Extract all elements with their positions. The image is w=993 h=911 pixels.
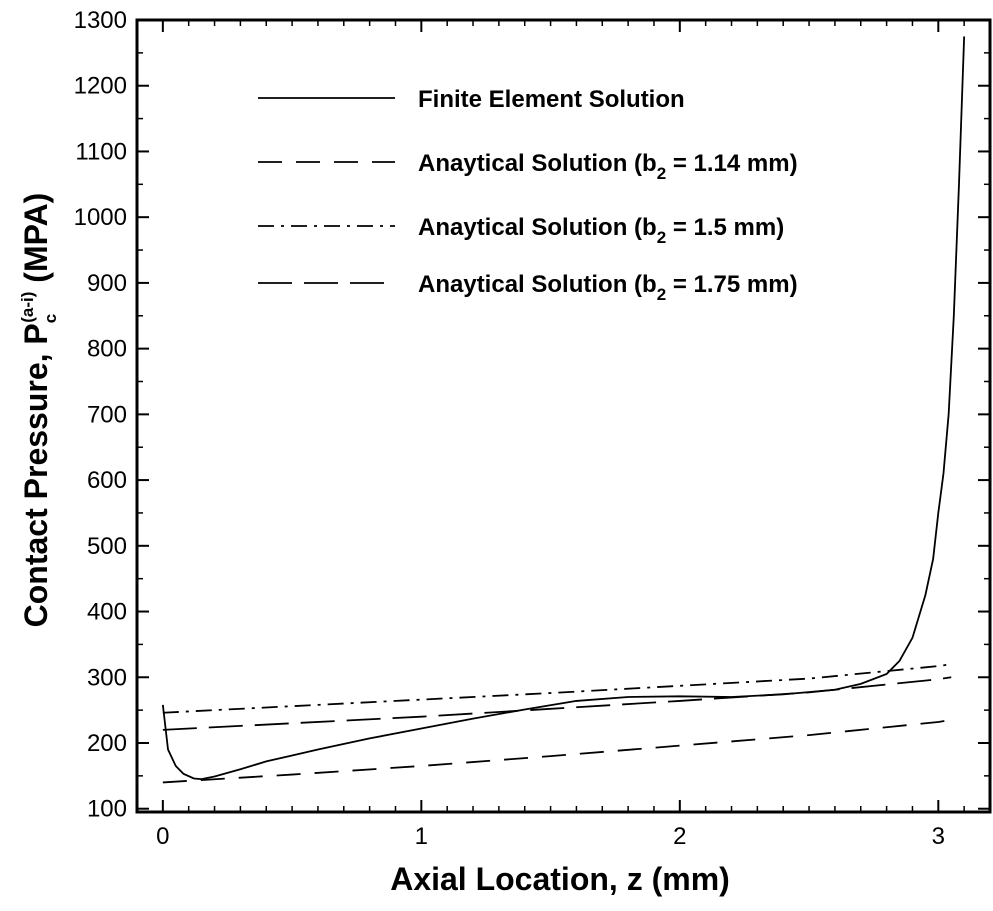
x-tick-label: 1 — [415, 823, 428, 850]
y-axis-title-superscript: (a-i) — [18, 292, 37, 323]
y-tick-label: 900 — [87, 270, 127, 297]
legend-label-subscript: 2 — [657, 164, 666, 183]
y-axis-title-suffix: (MPA) — [18, 193, 54, 292]
x-axis-title: Axial Location, z (mm) — [390, 861, 730, 897]
y-tick-label: 1300 — [74, 7, 127, 34]
y-tick-label: 1100 — [75, 138, 127, 165]
x-tick-label: 2 — [673, 823, 686, 850]
legend-label-text: Anaytical Solution (b — [418, 214, 657, 241]
legend-label-1: Finite Element Solution — [418, 86, 685, 113]
legend-label-text: Finite Element Solution — [418, 86, 685, 113]
legend-label-suffix: = 1.14 mm) — [666, 150, 797, 177]
y-tick-label: 600 — [87, 467, 127, 494]
y-tick-label: 700 — [87, 401, 127, 428]
legend-label-2: Anaytical Solution (b2 = 1.14 mm) — [418, 150, 798, 183]
x-tick-label: 0 — [156, 823, 169, 850]
y-tick-label: 1000 — [74, 204, 127, 231]
series-line-3 — [162, 663, 952, 714]
y-tick-label: 1200 — [74, 73, 127, 100]
series-line-2 — [162, 719, 952, 784]
legend-label-4: Anaytical Solution (b2 = 1.75 mm) — [418, 271, 798, 304]
y-tick-label: 400 — [87, 599, 127, 626]
legend-label-text: Anaytical Solution (b — [418, 271, 657, 298]
x-tick-label: 3 — [932, 823, 945, 850]
y-axis-title: Contact Pressure, Pc (a-i) (MPA) — [18, 193, 60, 628]
plot-frame — [135, 18, 992, 814]
legend-label-subscript: 2 — [657, 228, 666, 247]
legend-label-3: Anaytical Solution (b2 = 1.5 mm) — [418, 214, 784, 247]
y-axis-title-subscript: c — [41, 314, 60, 323]
series-line-4 — [162, 676, 952, 731]
legend-label-text: Anaytical Solution (b — [418, 150, 657, 177]
series-line-1 — [161, 36, 966, 781]
y-tick-label: 300 — [87, 664, 127, 691]
y-tick-label: 200 — [87, 730, 127, 757]
y-tick-label: 500 — [87, 533, 127, 560]
y-tick-label: 100 — [87, 796, 127, 823]
legend-label-suffix: = 1.75 mm) — [666, 271, 797, 298]
y-tick-label: 800 — [87, 336, 127, 363]
y-axis-title-prefix: Contact Pressure, P — [18, 323, 54, 627]
legend-label-subscript: 2 — [657, 285, 666, 304]
legend-label-suffix: = 1.5 mm) — [666, 214, 784, 241]
